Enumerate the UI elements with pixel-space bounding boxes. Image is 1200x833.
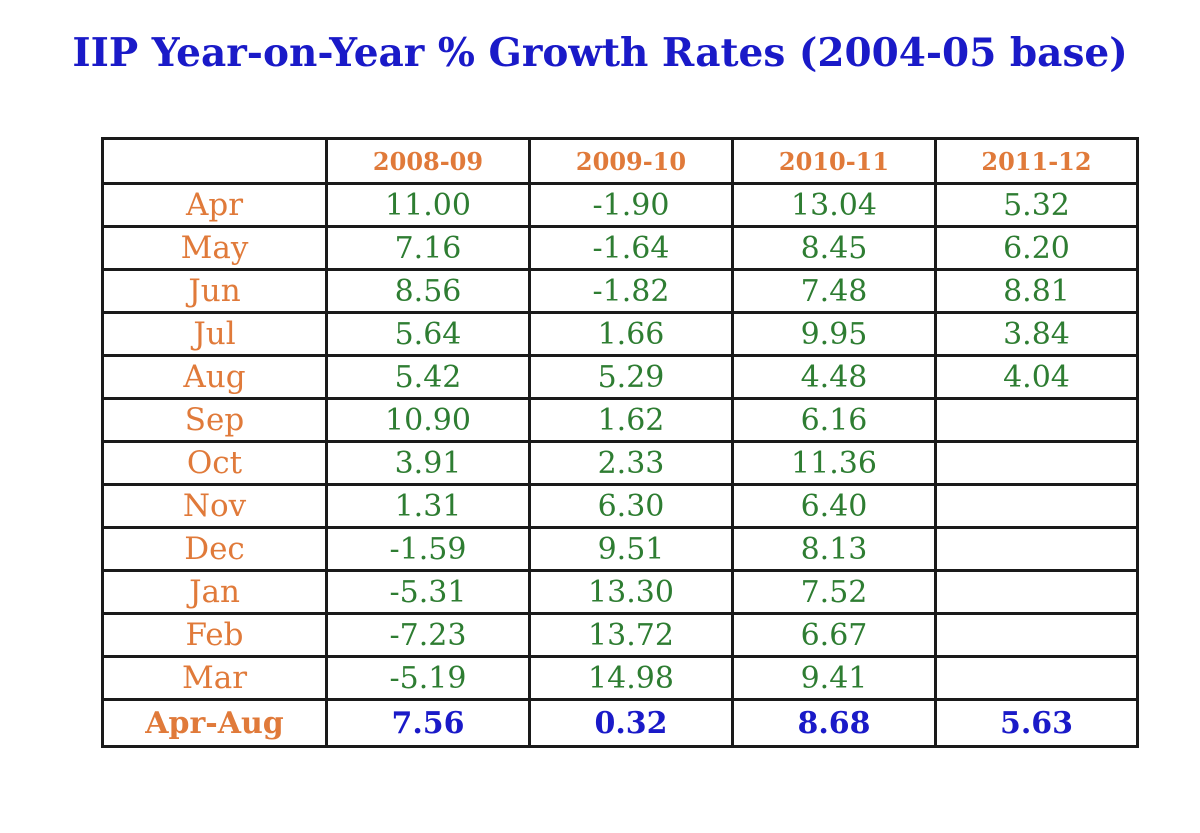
month-apr-value-cell: 13.04: [731, 182, 937, 228]
month-jul-value-cell: 9.95: [731, 311, 937, 357]
month-nov-value-cell: 1.31: [325, 483, 531, 529]
month-nov-value-cell: [934, 483, 1139, 529]
table-body: 2008-09 2009-10 2010-11 2011-12 Apr 11.00…: [101, 137, 1139, 748]
header-row: 2008-09 2009-10 2010-11 2011-12: [101, 137, 1139, 185]
month-apr-label: Apr: [101, 182, 328, 228]
month-dec-value-cell: [934, 526, 1139, 572]
month-sep-value-cell: [934, 397, 1139, 443]
total-apr-aug-row: Apr-Aug 7.56 0.32 8.68 5.63: [101, 698, 1139, 748]
month-feb-value-cell: 6.67: [731, 612, 937, 658]
month-apr-value-cell: 11.00: [325, 182, 531, 228]
month-mar-value-cell: -5.19: [325, 655, 531, 701]
month-sep-value-cell: 1.62: [528, 397, 734, 443]
chart-title: IIP Year-on-Year % Growth Rates (2004-05…: [72, 30, 1128, 76]
month-mar-value-cell: 14.98: [528, 655, 734, 701]
month-oct-row: Oct 3.91 2.33 11.36: [101, 440, 1139, 486]
month-jan-label: Jan: [101, 569, 328, 615]
month-mar-row: Mar -5.19 14.98 9.41: [101, 655, 1139, 701]
month-may-value-cell: 8.45: [731, 225, 937, 271]
month-aug-label: Aug: [101, 354, 328, 400]
month-oct-value-cell: [934, 440, 1139, 486]
total-apr-aug-label: Apr-Aug: [101, 698, 328, 748]
month-jan-value-cell: 13.30: [528, 569, 734, 615]
month-feb-label: Feb: [101, 612, 328, 658]
header-cell-2009-10: 2009-10: [528, 137, 734, 185]
month-feb-value-cell: [934, 612, 1139, 658]
month-apr-row: Apr 11.00 -1.90 13.04 5.32: [101, 182, 1139, 228]
month-oct-value-cell: 11.36: [731, 440, 937, 486]
month-jul-value-cell: 5.64: [325, 311, 531, 357]
total-apr-aug-value-cell: 7.56: [325, 698, 531, 748]
header-cell-corner: [101, 137, 328, 185]
month-dec-value-cell: -1.59: [325, 526, 531, 572]
month-nov-label: Nov: [101, 483, 328, 529]
month-jul-row: Jul 5.64 1.66 9.95 3.84: [101, 311, 1139, 357]
month-oct-value-cell: 3.91: [325, 440, 531, 486]
month-feb-value-cell: 13.72: [528, 612, 734, 658]
month-dec-label: Dec: [101, 526, 328, 572]
month-jun-value-cell: -1.82: [528, 268, 734, 314]
month-may-row: May 7.16 -1.64 8.45 6.20: [101, 225, 1139, 271]
growth-rates-table: 2008-09 2009-10 2010-11 2011-12 Apr 11.00…: [101, 137, 1139, 748]
month-aug-value-cell: 5.42: [325, 354, 531, 400]
month-jun-label: Jun: [101, 268, 328, 314]
month-jul-value-cell: 3.84: [934, 311, 1139, 357]
month-apr-value-cell: -1.90: [528, 182, 734, 228]
month-mar-label: Mar: [101, 655, 328, 701]
month-jul-label: Jul: [101, 311, 328, 357]
month-nov-value-cell: 6.30: [528, 483, 734, 529]
total-apr-aug-value-cell: 8.68: [731, 698, 937, 748]
month-dec-value-cell: 8.13: [731, 526, 937, 572]
month-apr-value-cell: 5.32: [934, 182, 1139, 228]
month-nov-value-cell: 6.40: [731, 483, 937, 529]
header-cell-2008-09: 2008-09: [325, 137, 531, 185]
month-mar-value-cell: 9.41: [731, 655, 937, 701]
month-feb-value-cell: -7.23: [325, 612, 531, 658]
month-sep-value-cell: 10.90: [325, 397, 531, 443]
month-jan-value-cell: [934, 569, 1139, 615]
month-sep-label: Sep: [101, 397, 328, 443]
month-mar-value-cell: [934, 655, 1139, 701]
month-dec-row: Dec -1.59 9.51 8.13: [101, 526, 1139, 572]
month-oct-label: Oct: [101, 440, 328, 486]
month-aug-value-cell: 4.04: [934, 354, 1139, 400]
month-dec-value-cell: 9.51: [528, 526, 734, 572]
month-aug-row: Aug 5.42 5.29 4.48 4.04: [101, 354, 1139, 400]
total-apr-aug-value-cell: 0.32: [528, 698, 734, 748]
month-jun-value-cell: 8.81: [934, 268, 1139, 314]
month-may-value-cell: 7.16: [325, 225, 531, 271]
month-nov-row: Nov 1.31 6.30 6.40: [101, 483, 1139, 529]
total-apr-aug-value-cell: 5.63: [934, 698, 1139, 748]
month-may-value-cell: 6.20: [934, 225, 1139, 271]
month-jun-value-cell: 8.56: [325, 268, 531, 314]
month-jan-value-cell: 7.52: [731, 569, 937, 615]
month-jun-row: Jun 8.56 -1.82 7.48 8.81: [101, 268, 1139, 314]
month-may-value-cell: -1.64: [528, 225, 734, 271]
month-may-label: May: [101, 225, 328, 271]
month-jul-value-cell: 1.66: [528, 311, 734, 357]
header-cell-2011-12: 2011-12: [934, 137, 1139, 185]
month-sep-value-cell: 6.16: [731, 397, 937, 443]
header-cell-2010-11: 2010-11: [731, 137, 937, 185]
month-jan-row: Jan -5.31 13.30 7.52: [101, 569, 1139, 615]
month-feb-row: Feb -7.23 13.72 6.67: [101, 612, 1139, 658]
month-jun-value-cell: 7.48: [731, 268, 937, 314]
month-aug-value-cell: 4.48: [731, 354, 937, 400]
month-jan-value-cell: -5.31: [325, 569, 531, 615]
month-sep-row: Sep 10.90 1.62 6.16: [101, 397, 1139, 443]
month-aug-value-cell: 5.29: [528, 354, 734, 400]
month-oct-value-cell: 2.33: [528, 440, 734, 486]
